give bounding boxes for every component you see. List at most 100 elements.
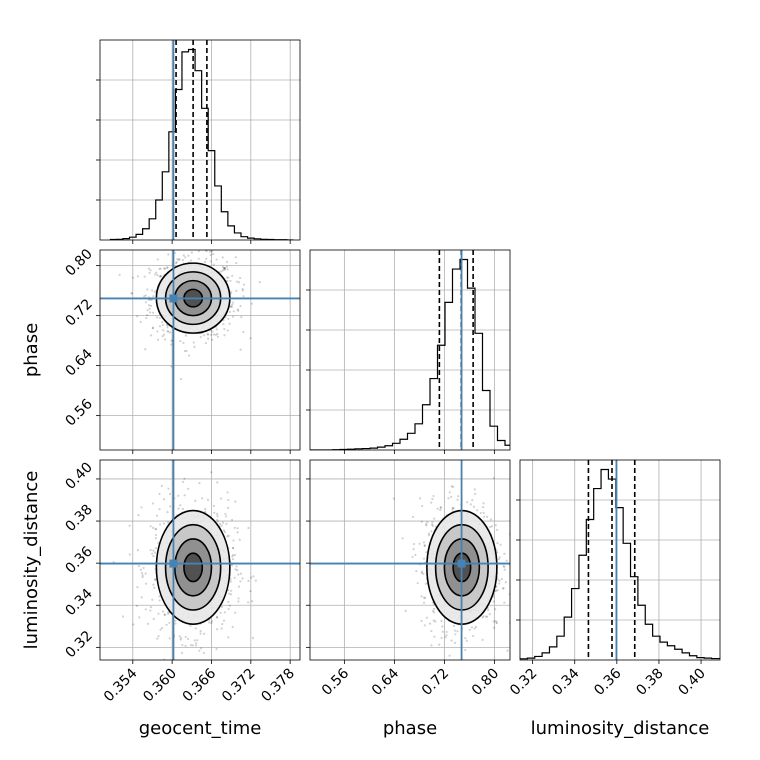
panel-frame — [99, 249, 301, 451]
sample-point — [433, 635, 436, 638]
sample-point — [158, 508, 161, 511]
sample-point — [225, 522, 228, 526]
sample-point — [527, 599, 529, 601]
sample-point — [154, 527, 157, 530]
sample-point — [166, 511, 169, 514]
contour-line — [164, 523, 222, 611]
sample-point — [439, 508, 442, 512]
sample-point — [159, 274, 162, 278]
sample-point — [422, 596, 426, 599]
sample-point — [514, 567, 516, 569]
y-tick-label: 0.32 — [62, 628, 95, 661]
sample-point — [494, 523, 497, 527]
sample-point — [194, 499, 197, 502]
sample-point — [241, 289, 245, 292]
sample-point — [144, 294, 147, 297]
sample-point — [167, 330, 170, 334]
sample-point — [496, 541, 499, 545]
sample-point — [187, 487, 190, 490]
sample-point — [148, 271, 151, 275]
sample-point — [154, 273, 157, 276]
x-tick-label: 0.378 — [258, 666, 298, 706]
sample-point — [176, 258, 179, 261]
sample-point — [212, 263, 215, 266]
sample-point — [181, 507, 184, 511]
sample-point — [227, 317, 230, 321]
sample-point — [223, 334, 226, 337]
sample-point — [258, 281, 261, 284]
sample-point — [182, 669, 184, 671]
sample-point — [183, 231, 185, 233]
sample-point — [158, 316, 161, 320]
sample-point — [151, 552, 154, 555]
sample-point — [220, 605, 224, 609]
sample-point — [232, 310, 235, 313]
sample-point — [184, 256, 187, 259]
sample-point — [163, 267, 166, 270]
sample-point — [412, 548, 415, 551]
y-tick-label: 0.64 — [62, 346, 95, 379]
x-tick-label: 0.64 — [369, 665, 402, 698]
sample-point — [187, 254, 190, 257]
sample-point — [210, 333, 213, 337]
sample-point — [209, 250, 212, 253]
sample-point — [237, 281, 241, 284]
sample-point — [152, 549, 155, 552]
sample-point — [228, 592, 231, 595]
sample-point — [431, 609, 434, 613]
sample-point — [128, 553, 131, 556]
sample-point — [197, 257, 200, 260]
sample-point — [495, 621, 498, 624]
sample-point — [452, 506, 455, 510]
sample-point — [215, 647, 218, 651]
sample-point — [155, 316, 159, 319]
sample-point — [156, 330, 159, 333]
sample-point — [234, 611, 237, 614]
sample-point — [251, 636, 254, 640]
sample-point — [420, 570, 424, 573]
sample-point — [513, 575, 515, 577]
sample-point — [211, 338, 214, 341]
sample-point — [231, 564, 234, 567]
sample-point — [488, 613, 491, 616]
histogram-geocent-time — [109, 48, 294, 240]
sample-point — [438, 643, 441, 646]
panel-geocent-time-luminosity-distance: 0.354 0.360 0.366 0.372 0.378 0.32 0.34 0.36 0.3… — [62, 459, 301, 706]
sample-point — [185, 349, 188, 353]
sample-point — [506, 649, 509, 652]
sample-point — [422, 557, 426, 560]
sample-point — [175, 261, 178, 264]
sample-point — [163, 613, 167, 616]
sample-point — [199, 630, 202, 633]
sample-point — [242, 330, 245, 334]
sample-point — [144, 608, 147, 611]
sample-point — [150, 334, 153, 337]
sample-point — [498, 556, 501, 559]
x-tick-label: 0.372 — [219, 666, 259, 706]
sample-point — [415, 570, 418, 573]
sample-point — [183, 494, 186, 497]
sample-point — [147, 304, 151, 307]
sample-point — [227, 276, 230, 279]
sample-point — [144, 572, 147, 575]
sample-point — [428, 622, 432, 625]
sample-point — [401, 537, 404, 540]
sample-point — [472, 505, 476, 508]
sample-point — [161, 335, 164, 338]
sample-point — [221, 265, 225, 269]
sample-point — [237, 309, 240, 312]
sample-point — [163, 333, 166, 336]
sample-point — [250, 576, 253, 579]
sample-point — [230, 305, 233, 309]
sample-point — [425, 524, 428, 527]
sample-point — [198, 649, 201, 652]
sample-point — [420, 619, 423, 623]
sample-point — [209, 260, 213, 263]
sample-point — [154, 533, 158, 537]
sample-point — [451, 508, 454, 511]
sample-point — [241, 577, 244, 580]
sample-point — [169, 331, 172, 334]
sample-point — [222, 619, 226, 622]
sample-point — [411, 555, 414, 559]
sample-point — [230, 518, 234, 522]
